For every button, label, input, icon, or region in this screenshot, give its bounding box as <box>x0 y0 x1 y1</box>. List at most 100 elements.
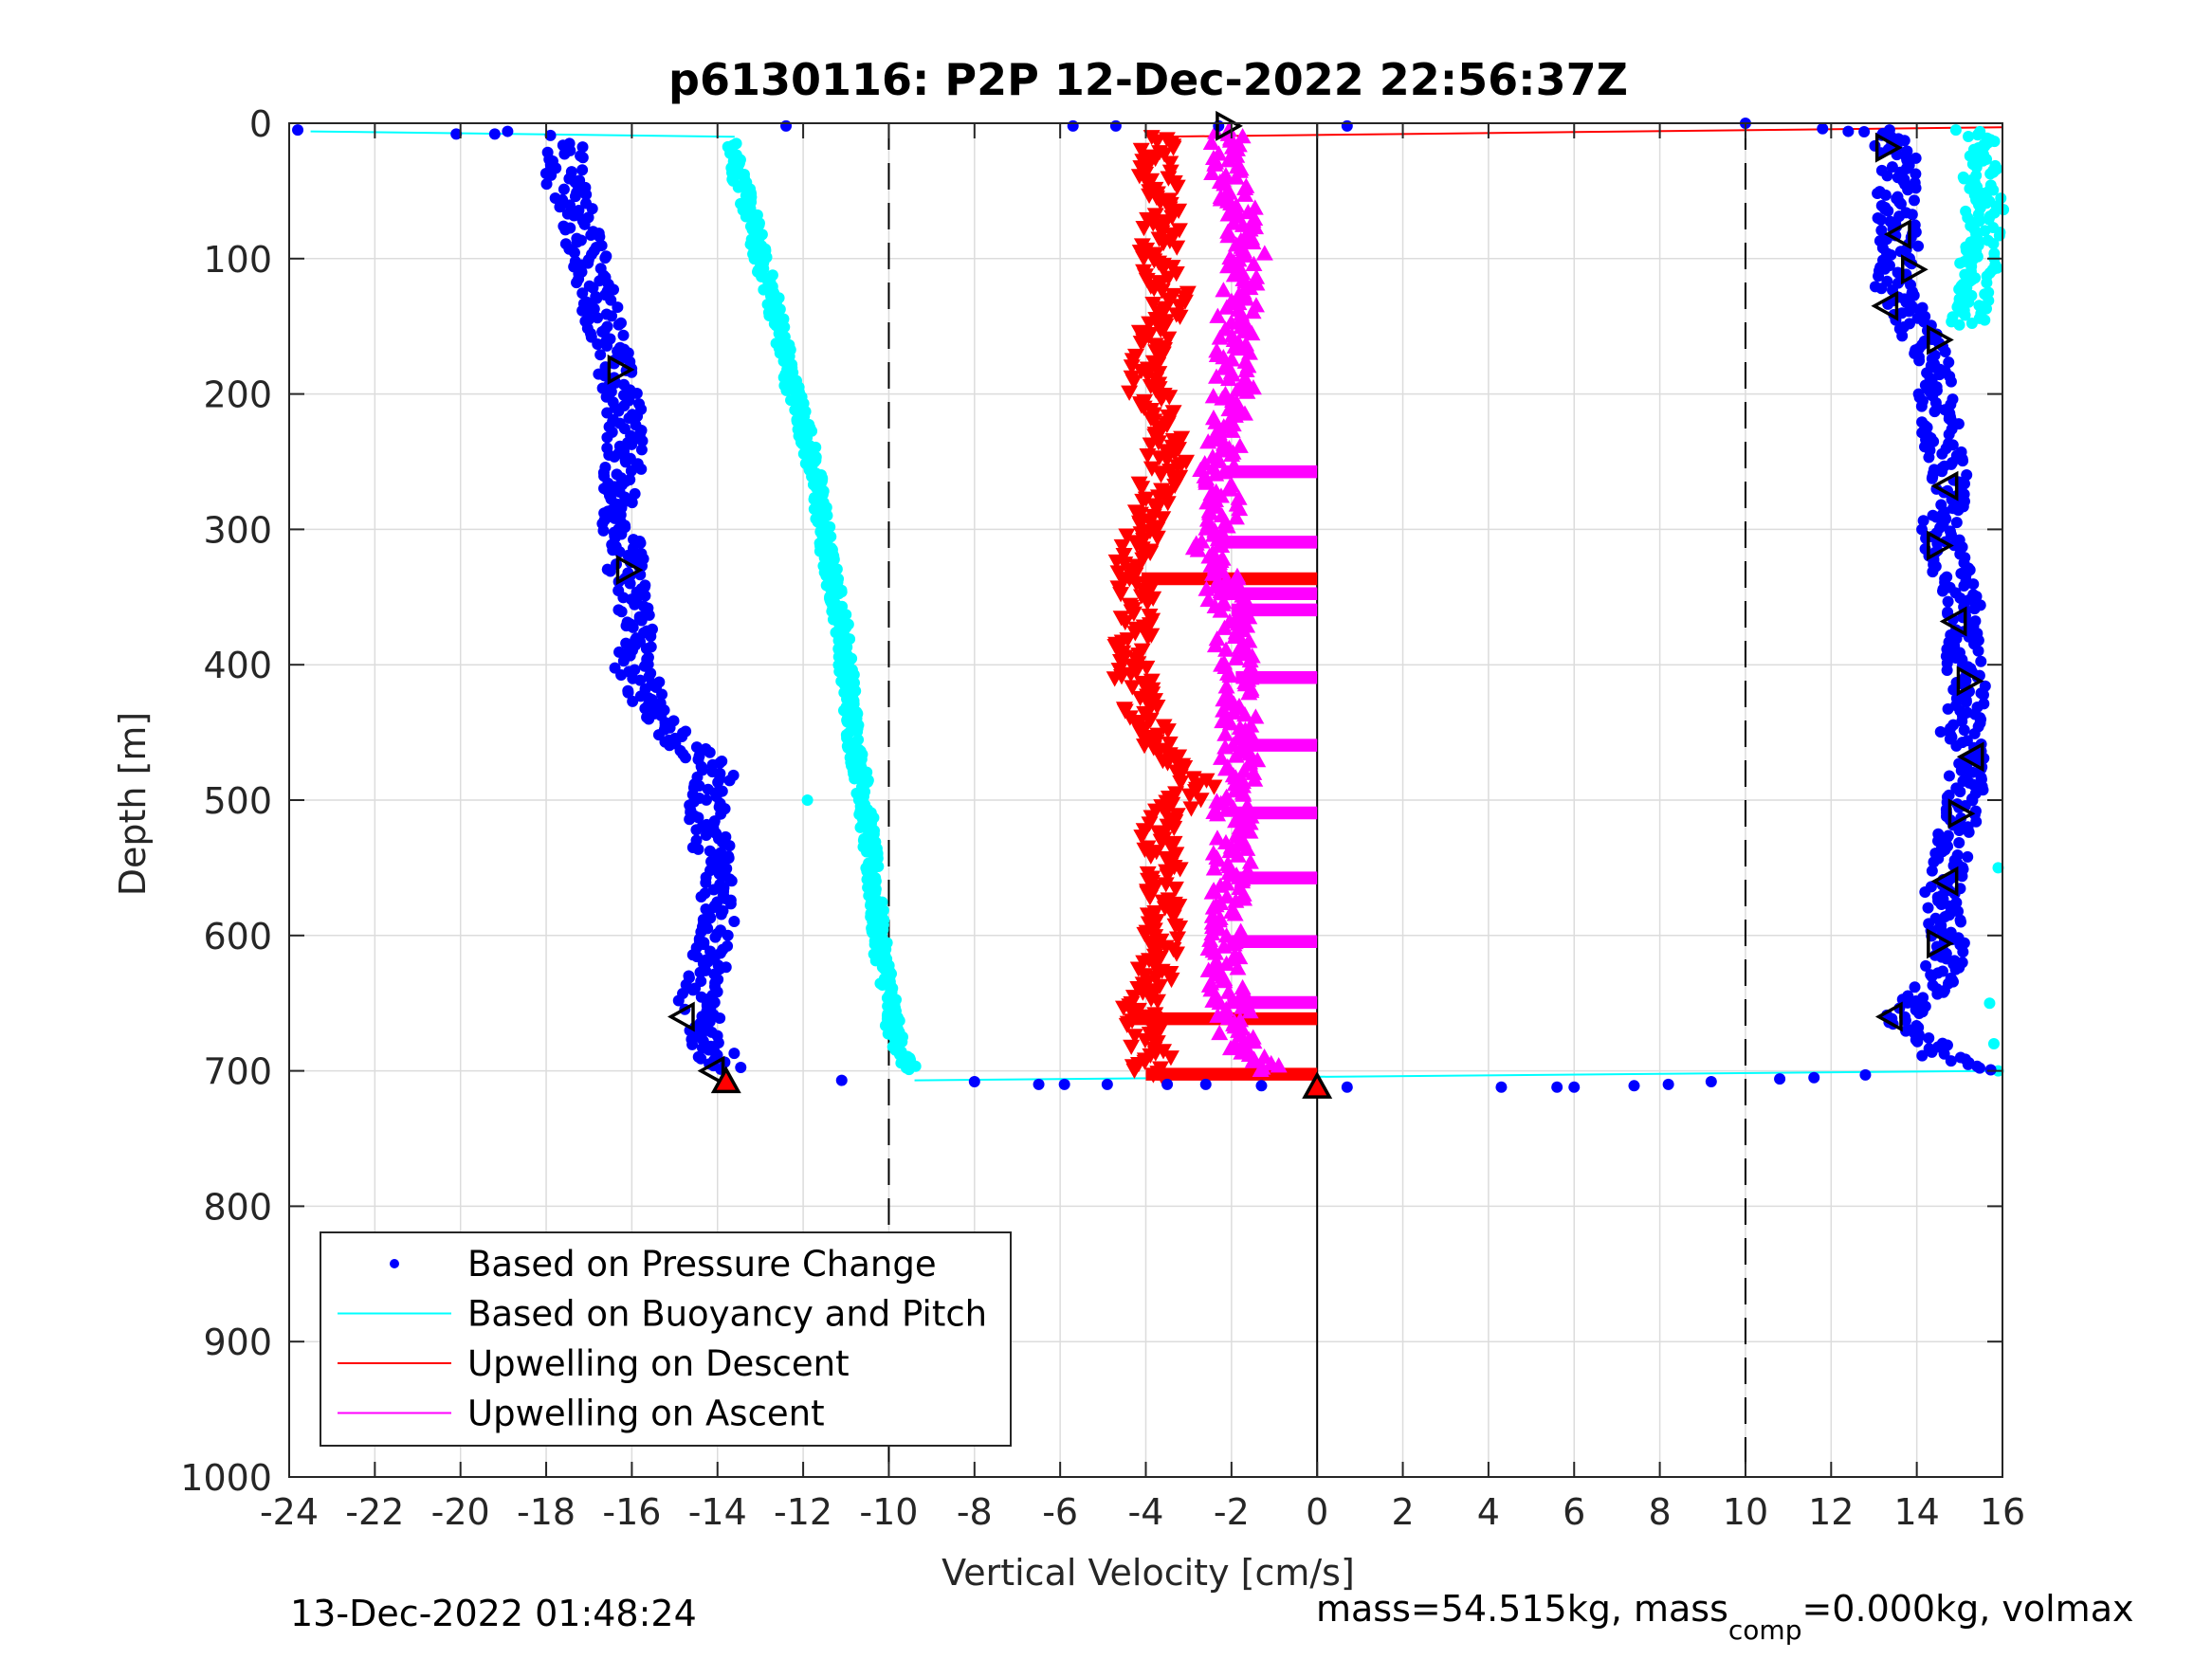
descent-upwelling-marker <box>1125 1029 1143 1045</box>
x-tick-label: 2 <box>1391 1491 1414 1533</box>
glider-ascent-marker <box>1871 290 1899 321</box>
descent-upwelling-marker <box>1172 775 1190 792</box>
descent-upwelling-marker <box>1152 322 1170 338</box>
pressure-ascent-point <box>1954 786 1966 798</box>
buoyancy-ascent-point <box>1987 238 2000 250</box>
pressure-descent-point <box>635 463 648 475</box>
x-tick-label: 0 <box>1306 1491 1328 1533</box>
pressure-descent-point <box>576 141 589 154</box>
pressure-descent-point <box>596 382 609 394</box>
glider-ascent-marker <box>1939 606 1967 637</box>
x-tick-label: 12 <box>1808 1491 1854 1533</box>
descent-upwelling-marker <box>1145 1011 1163 1028</box>
pressure-descent-point <box>714 1012 726 1025</box>
y-tick-label: 700 <box>203 1051 272 1093</box>
ascent-upwelling-marker <box>1202 134 1220 151</box>
pressure-ascent-point <box>1961 468 1973 481</box>
descent-upwelling-marker <box>1127 717 1145 733</box>
pressure-descent-point <box>586 203 598 215</box>
buoyancy-descent-point <box>854 821 867 833</box>
pressure-bottom-point <box>1199 1078 1212 1090</box>
pressure-ascent-point <box>1956 715 1968 727</box>
pressure-descent-point <box>569 191 581 203</box>
descent-upwelling-marker <box>1148 530 1166 546</box>
pressure-descent-point <box>695 1052 707 1065</box>
ascent-upwelling-marker <box>1255 245 1273 261</box>
ascent-upwelling-marker <box>1217 641 1235 657</box>
x-tick-label: 4 <box>1477 1491 1500 1533</box>
descent-upwelling-marker <box>1144 297 1162 313</box>
ascent-upwelling-marker <box>1246 771 1264 787</box>
pressure-descent-point <box>576 164 589 176</box>
footer-timestamp: 13-Dec-2022 01:48:24 <box>290 1593 697 1634</box>
legend-box <box>320 1231 1012 1447</box>
legend-label: Based on Pressure Change <box>467 1244 937 1285</box>
buoyancy-ascent-point <box>1959 309 1971 321</box>
x-tick-label: 16 <box>1980 1491 2025 1533</box>
ascent-upwelling-marker <box>1225 936 1243 952</box>
pressure-ascent-point <box>1930 511 1943 523</box>
buoyancy-ascent-point <box>1984 168 1997 180</box>
buoyancy-ascent-point <box>1998 204 2010 216</box>
pressure-descent-point <box>690 824 703 836</box>
pressure-ascent-point <box>1908 194 1920 207</box>
x-axis: -24 -22 -20 -18 -16 -14 -12 -10 -8 -6 -4 -2 0 2 4 6 8 10 1… <box>260 123 2025 1533</box>
pressure-ascent-point <box>1958 579 1970 592</box>
ascent-upwelling-marker <box>1227 649 1245 665</box>
descent-upwelling-marker <box>1154 262 1172 278</box>
ascent-upwelling-marker <box>1240 684 1258 701</box>
buoyancy-descent-point <box>763 310 776 322</box>
pressure-descent-point <box>601 339 613 352</box>
pressure-ascent-point <box>1917 515 1929 527</box>
ascent-upwelling-marker <box>1235 589 1253 605</box>
x-tick-label: -8 <box>957 1491 993 1533</box>
pressure-ascent-point <box>1949 963 1962 975</box>
descent-upwelling-marker <box>1118 1017 1136 1034</box>
descent-upwelling-marker <box>1154 511 1172 527</box>
descent-upwelling-marker <box>1167 786 1185 802</box>
pressure-ascent-point <box>1926 1046 1938 1058</box>
pressure-surface-point <box>488 128 501 140</box>
ascent-upwelling-marker <box>1226 905 1244 921</box>
ascent-upwelling-marker <box>1197 580 1216 596</box>
glider-ascent-marker <box>1956 665 1984 697</box>
ascent-upwelling-marker <box>1227 169 1245 185</box>
buoyancy-descent-point <box>780 384 793 396</box>
descent-upwelling-marker <box>1141 316 1159 332</box>
ascent-upwelling-marker <box>1216 725 1234 741</box>
pressure-ascent-point <box>1898 135 1910 147</box>
ascent-upwelling-marker <box>1208 368 1226 384</box>
descent-upwelling-marker <box>1168 946 1186 962</box>
descent-upwelling-marker <box>1205 779 1223 795</box>
pressure-ascent-point <box>1882 205 1894 217</box>
pressure-ascent-point <box>1953 836 1965 848</box>
buoyancy-descent-point <box>732 181 744 193</box>
ascent-upwelling-marker <box>1238 840 1256 856</box>
pressure-descent-point <box>558 183 570 195</box>
ascent-upwelling-marker <box>1207 944 1225 960</box>
pressure-ascent-point <box>1915 400 1928 412</box>
pressure-descent-point <box>694 966 706 978</box>
pressure-bottom-point <box>1033 1078 1045 1090</box>
descent-upwelling-marker <box>1180 788 1198 804</box>
pressure-descent-point <box>606 310 618 322</box>
descent-upwelling-marker <box>1148 699 1166 716</box>
pressure-descent-point <box>559 224 572 236</box>
buoyancy-ascent-point <box>1965 318 1978 330</box>
glider-ascent-marker <box>1956 741 1984 773</box>
pressure-descent-point <box>568 246 580 259</box>
descent-upwelling-marker <box>1166 478 1184 495</box>
pressure-bottom-point <box>1705 1076 1717 1088</box>
pressure-descent-point <box>604 565 616 577</box>
pressure-ascent-point <box>1957 455 1969 467</box>
ascent-upwelling-marker <box>1211 329 1229 345</box>
pressure-surface-point <box>450 128 463 140</box>
legend-label: Based on Buoyancy and Pitch <box>467 1294 987 1335</box>
descent-upwelling-marker <box>1160 292 1178 308</box>
descent-upwelling-marker <box>1148 994 1166 1010</box>
ascent-upwelling-marker <box>1223 446 1241 463</box>
ascent-upwelling-marker <box>1236 186 1254 202</box>
glider-ascent-marker <box>1874 132 1903 163</box>
ascent-upwelling-marker <box>1244 233 1262 250</box>
ascent-upwelling-marker <box>1197 474 1216 490</box>
